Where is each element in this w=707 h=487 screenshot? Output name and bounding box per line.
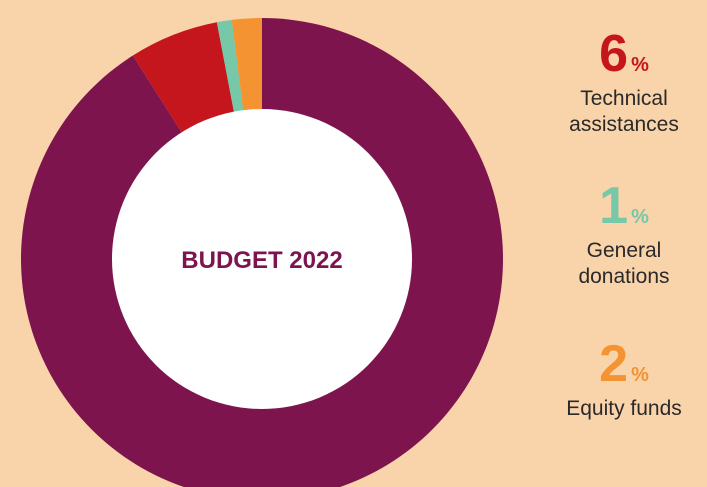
legend-item-equity-funds: 2 % Equity funds — [549, 338, 699, 422]
donut-hole — [112, 109, 412, 409]
legend-unit: % — [631, 206, 649, 228]
legend-label: Equity funds — [566, 397, 682, 420]
legend-unit: % — [631, 54, 649, 76]
legend-percent-row: 6 % — [549, 28, 699, 80]
center-label: BUDGET 2022 — [181, 247, 342, 274]
legend-value: 2 — [599, 335, 628, 393]
legend-value: 6 — [599, 25, 628, 83]
legend: 6 % Technical assistances 1 % General do… — [549, 0, 699, 487]
legend-label: Technical assistances — [569, 87, 679, 136]
legend-unit: % — [631, 364, 649, 386]
legend-percent-row: 2 % — [549, 338, 699, 390]
legend-item-general-donations: 1 % General donations — [549, 180, 699, 290]
legend-value: 1 — [599, 177, 628, 235]
legend-percent-row: 1 % — [549, 180, 699, 232]
legend-item-technical-assistances: 6 % Technical assistances — [549, 28, 699, 138]
donut-slice-main — [21, 18, 503, 487]
legend-label: General donations — [578, 239, 670, 288]
